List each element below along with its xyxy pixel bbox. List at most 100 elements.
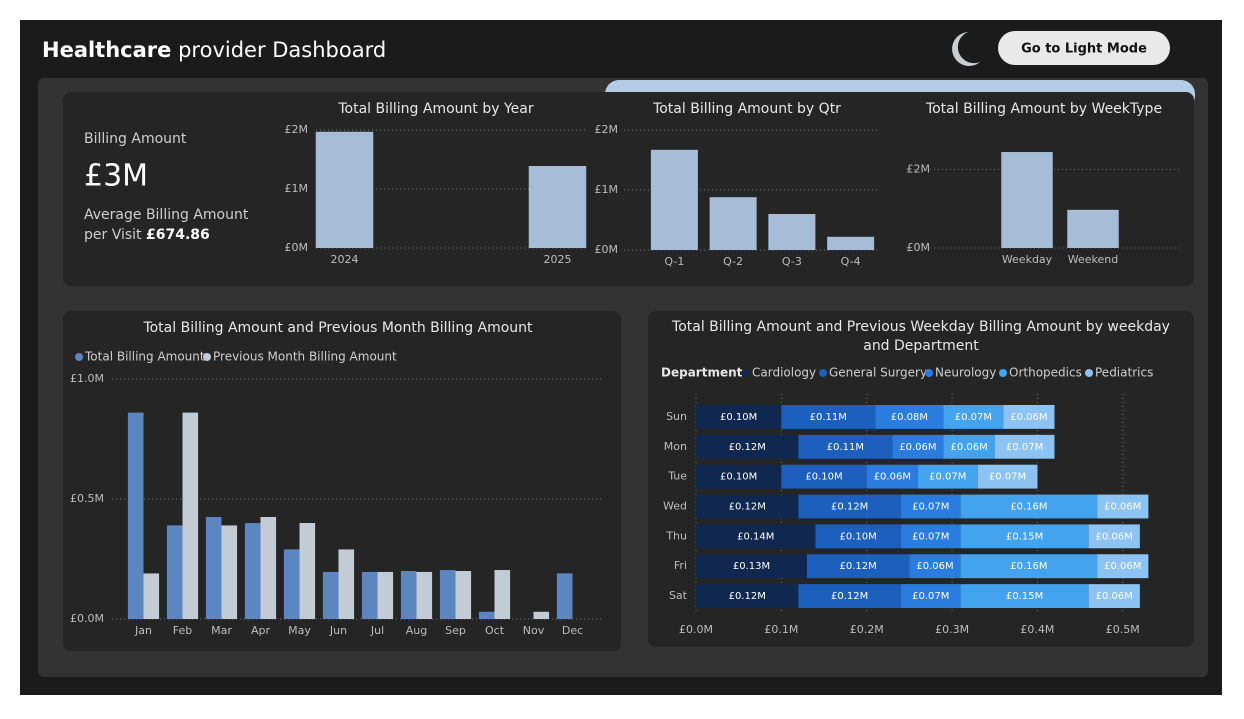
x-tick-label: Nov — [523, 624, 545, 637]
x-tick-label: Q-2 — [723, 255, 743, 268]
chart-title: Total Billing Amount by Qtr — [652, 101, 841, 117]
legend-marker — [742, 369, 750, 377]
bar — [299, 523, 316, 619]
data-label: £0.06M — [874, 472, 911, 483]
x-tick-label: £0.2M — [850, 623, 884, 636]
bar — [127, 412, 144, 619]
y-tick-label: Thu — [665, 529, 687, 542]
bar — [260, 517, 277, 619]
y-tick-label: £0M — [595, 243, 619, 256]
legend-label: Pediatrics — [1095, 366, 1153, 380]
data-label: £0.10M — [840, 531, 877, 542]
bar-segment — [696, 464, 782, 489]
bar-segment — [917, 464, 978, 489]
x-tick-label: Jun — [329, 624, 347, 637]
x-tick-label: Jan — [134, 624, 152, 637]
bar-segment — [900, 524, 961, 549]
bar — [143, 573, 160, 619]
x-tick-label: Apr — [251, 624, 271, 637]
legend-marker — [819, 369, 827, 377]
bar-segment — [696, 524, 816, 549]
bar — [322, 571, 339, 619]
bar-segment — [960, 584, 1089, 609]
y-tick-label: £1M — [595, 183, 619, 196]
data-label: £0.06M — [1104, 502, 1141, 513]
bar — [455, 571, 472, 619]
bar-segment — [977, 464, 1038, 489]
bar-segment — [806, 554, 910, 579]
x-tick-label: 2025 — [544, 253, 572, 266]
bar-segment — [1097, 494, 1149, 519]
legend-label: Cardiology — [752, 366, 816, 380]
bar-segment — [696, 584, 799, 609]
bar-segment — [696, 404, 782, 429]
data-label: £0.12M — [831, 502, 868, 513]
bar-segment — [1088, 524, 1140, 549]
x-tick-label: Q-1 — [664, 255, 684, 268]
x-tick-label: Q-4 — [841, 255, 861, 268]
bar-segment — [994, 434, 1055, 459]
data-label: £0.16M — [1010, 561, 1047, 572]
y-tick-label: Tue — [667, 470, 687, 483]
bar-segment — [960, 554, 1098, 579]
data-label: £0.10M — [720, 472, 757, 483]
legend-marker — [1085, 369, 1093, 377]
y-tick-label: Sat — [669, 589, 688, 602]
bar-segment — [960, 494, 1098, 519]
y-tick-label: Sun — [666, 410, 687, 423]
light-mode-button[interactable]: Go to Light Mode — [998, 31, 1170, 65]
data-label: £0.10M — [805, 472, 842, 483]
data-label: £0.07M — [1006, 442, 1043, 453]
x-tick-label: Sep — [445, 624, 466, 637]
data-label: £0.15M — [1006, 531, 1043, 542]
x-tick-label: Jul — [370, 624, 384, 637]
legend-marker — [999, 369, 1007, 377]
bar-segment — [1097, 554, 1149, 579]
y-tick-label: £1M — [285, 182, 309, 195]
bar — [182, 412, 199, 619]
bar-segment — [960, 524, 1089, 549]
data-label: £0.06M — [1010, 412, 1047, 423]
data-label: £0.07M — [912, 591, 949, 602]
bar — [528, 165, 587, 248]
x-tick-label: Q-3 — [782, 255, 802, 268]
button-label[interactable]: Go to Light Mode — [1021, 42, 1147, 57]
bar — [494, 570, 511, 619]
y-tick-label: £1.0M — [70, 372, 104, 385]
data-label: £0.07M — [912, 502, 949, 513]
bar — [377, 571, 394, 619]
bar — [315, 131, 374, 248]
y-tick-label: £2M — [285, 123, 309, 136]
data-label: £0.11M — [827, 442, 864, 453]
bar-segment — [943, 404, 1004, 429]
bar-segment — [798, 434, 893, 459]
moon-icon — [952, 32, 980, 66]
panel — [63, 311, 621, 651]
bar-segment — [866, 464, 918, 489]
bar — [283, 549, 300, 619]
y-tick-label: £0.5M — [70, 492, 104, 505]
data-label: £0.16M — [1010, 502, 1047, 513]
bar — [244, 523, 261, 619]
button-bg[interactable] — [998, 31, 1170, 65]
bar-segment — [798, 494, 901, 519]
x-tick-label: £0.1M — [764, 623, 798, 636]
data-label: £0.15M — [1006, 591, 1043, 602]
legend-marker — [925, 369, 933, 377]
x-tick-label: Aug — [406, 624, 427, 637]
bar-segment — [1088, 584, 1140, 609]
page-title: Healthcare provider Dashboard — [42, 38, 386, 62]
bar-segment — [875, 404, 944, 429]
data-label: £0.08M — [891, 412, 928, 423]
x-tick-label: Weekend — [1068, 253, 1118, 266]
kpi-value: £3M — [84, 159, 148, 194]
x-tick-label: Mar — [211, 624, 232, 637]
data-label: £0.06M — [1104, 561, 1141, 572]
bar-segment — [900, 584, 961, 609]
bar — [416, 571, 433, 619]
x-tick-label: Weekday — [1002, 253, 1053, 266]
bar — [556, 573, 573, 619]
data-label: £0.07M — [989, 472, 1026, 483]
